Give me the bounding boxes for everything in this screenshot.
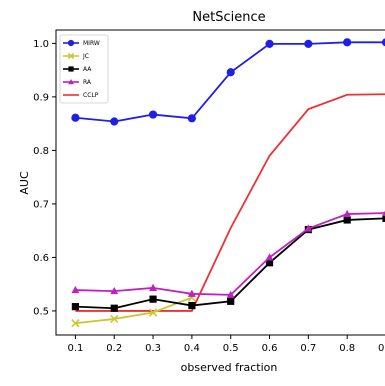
- data-point-aa: [188, 301, 196, 310]
- legend-marker-aa: [68, 66, 74, 72]
- x-axis: 0.1 0.2 0.3 0.4 0.5 0.6 0.7 0.8 0.9: [67, 335, 385, 354]
- legend-label-mirw: MIRW: [83, 40, 100, 47]
- data-point-jc: [110, 314, 119, 324]
- data-point-mirw: [187, 114, 196, 123]
- legend: MIRW JC AA RA CCLP: [59, 34, 109, 104]
- y-tick-label: 0.5: [33, 306, 49, 317]
- legend-label-ra: RA: [83, 79, 92, 86]
- data-point-ra: [382, 210, 385, 217]
- data-point-ra: [187, 289, 196, 297]
- data-point-ra: [71, 285, 80, 294]
- x-tick-label: 0.8: [339, 343, 355, 354]
- legend-label-jc: JC: [82, 53, 89, 60]
- series-line-cclp: [75, 93, 385, 312]
- legend-items: MIRW JC AA RA CCLP: [63, 39, 100, 99]
- legend-item-mirw: MIRW: [63, 39, 100, 47]
- data-point-mirw: [343, 38, 352, 47]
- series-aa: [71, 214, 385, 312]
- data-point-aa: [110, 304, 118, 312]
- x-tick-label: 0.4: [184, 343, 200, 354]
- y-tick-label: 1.0: [33, 39, 49, 50]
- data-point-aa: [343, 216, 351, 224]
- y-tick-label: 0.8: [33, 146, 49, 157]
- data-point-jc: [71, 319, 80, 328]
- data-point-jc: [148, 308, 158, 317]
- legend-marker-mirw: [67, 39, 75, 47]
- data-point-mirw: [304, 39, 313, 49]
- data-point-aa: [149, 295, 157, 303]
- data-point-ra: [226, 290, 235, 298]
- data-point-mirw: [226, 68, 235, 77]
- x-tick-label: 0.6: [262, 343, 278, 354]
- legend-box: [59, 34, 109, 104]
- data-point-ra: [149, 283, 158, 291]
- legend-item-ra: RA: [63, 79, 92, 86]
- x-tick-label: 0.5: [223, 343, 239, 354]
- legend-marker-ra: [68, 79, 74, 85]
- data-point-mirw: [265, 39, 274, 49]
- x-tick-label: 0.3: [145, 343, 161, 354]
- data-point-mirw: [381, 38, 385, 47]
- x-axis-label: observed fraction: [181, 361, 278, 374]
- data-point-aa: [71, 303, 80, 311]
- plot-area: [55, 29, 385, 336]
- y-tick-label: 0.9: [33, 92, 49, 103]
- data-point-aa: [227, 297, 235, 305]
- data-point-ra: [304, 224, 313, 232]
- series-mirw: [71, 38, 385, 126]
- legend-label-cclp: CCLP: [83, 92, 99, 99]
- y-axis: 0.5 0.6 0.7 0.8 0.9 1.0: [33, 39, 56, 317]
- legend-marker-jc: [67, 52, 75, 60]
- y-axis-label: AUC: [18, 171, 31, 195]
- x-tick-label: 0.2: [106, 343, 122, 354]
- legend-label-aa: AA: [83, 66, 92, 73]
- data-point-ra: [343, 209, 352, 218]
- series-cclp: [75, 93, 385, 312]
- plot-frame: [55, 29, 385, 336]
- x-tick-label: 0.9: [378, 343, 385, 354]
- data-point-ra: [265, 253, 274, 261]
- series-ra: [71, 209, 385, 298]
- data-point-aa: [382, 214, 385, 222]
- data-point-mirw: [148, 110, 158, 119]
- series-line-jc: [75, 296, 193, 325]
- data-point-mirw: [110, 117, 119, 126]
- data-point-aa: [265, 259, 274, 267]
- legend-item-jc: JC: [63, 52, 89, 60]
- legend-item-cclp: CCLP: [63, 92, 99, 99]
- chart-title: NetScience: [192, 10, 265, 25]
- x-tick-label: 0.1: [67, 343, 83, 354]
- legend-item-aa: AA: [63, 66, 92, 73]
- y-tick-label: 0.6: [33, 253, 49, 264]
- data-point-ra: [110, 286, 119, 295]
- x-tick-label: 0.7: [300, 343, 316, 354]
- y-tick-label: 0.7: [33, 199, 49, 210]
- series-layer: [71, 38, 385, 328]
- data-point-mirw: [71, 113, 80, 122]
